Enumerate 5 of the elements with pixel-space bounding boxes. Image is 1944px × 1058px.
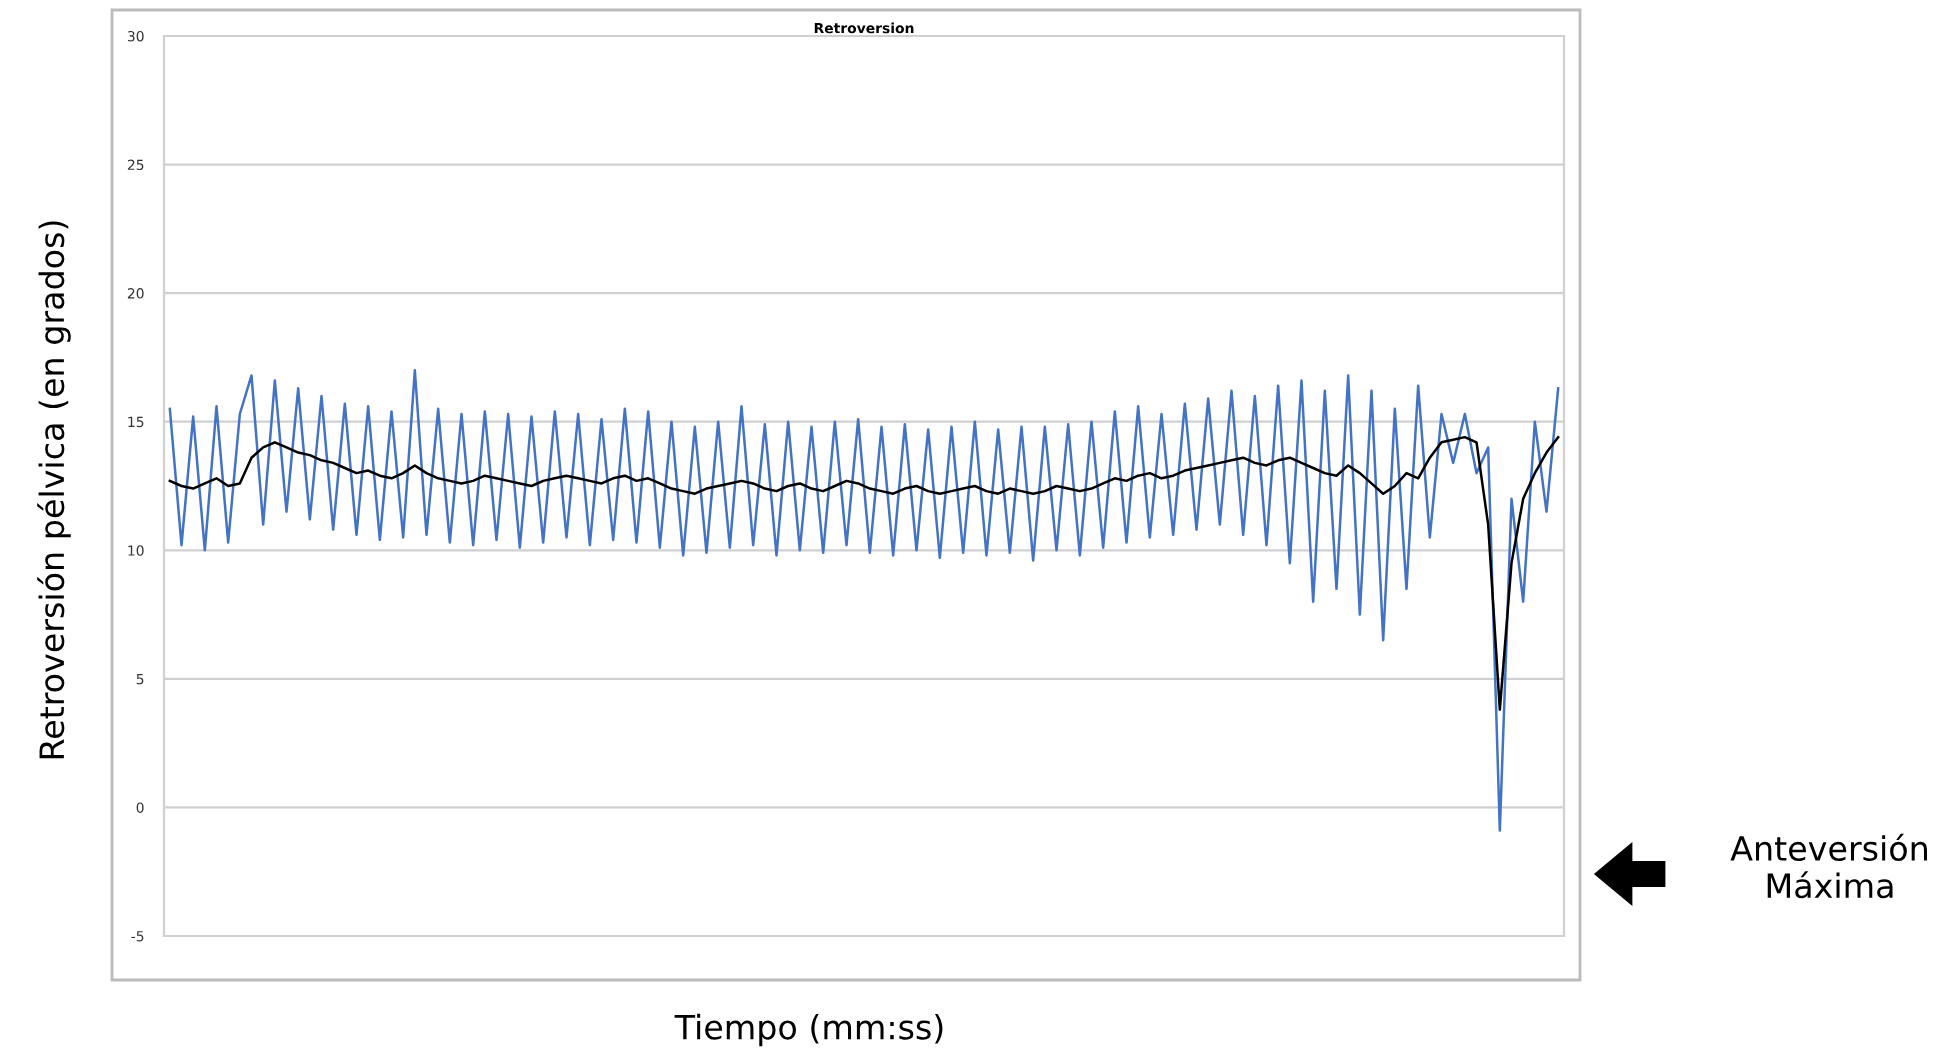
line-series <box>168 369 1560 832</box>
x-axis-title: Tiempo (mm:ss) <box>674 1013 943 1047</box>
line-series <box>168 435 1560 711</box>
text: Anteversión Máxima <box>1730 833 1927 899</box>
y-axis-title: Retroversión pélvica (en grados) <box>37 221 71 759</box>
